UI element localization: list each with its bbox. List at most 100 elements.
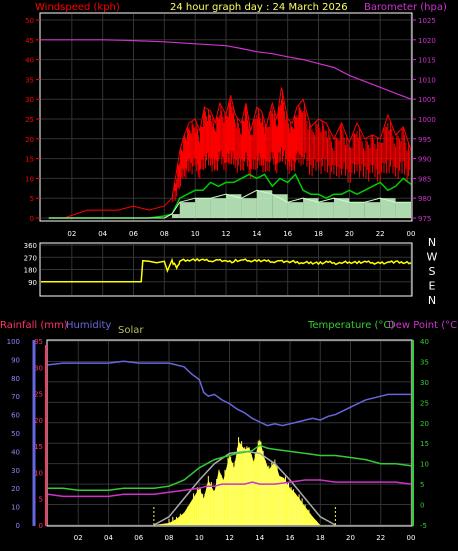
direction-tick-label: 360 xyxy=(24,242,37,250)
wind-low-bar xyxy=(172,214,180,218)
windspeed-line xyxy=(48,87,412,219)
wind-x-tick-label: 10 xyxy=(191,230,200,238)
wind-low-bar xyxy=(256,190,273,218)
lower-x-tick-label: 02 xyxy=(74,534,83,542)
direction-panel-grid xyxy=(41,244,412,295)
lower-x-tick-label: 04 xyxy=(104,534,113,542)
wind-low-bar xyxy=(380,198,396,218)
solar-axis-label: Solar xyxy=(118,325,144,336)
compass-label: N xyxy=(428,294,436,307)
wind-low-bar xyxy=(210,198,226,218)
windspeed-tick-label: 40 xyxy=(25,57,34,65)
barometer-tick-label: 1020 xyxy=(418,37,436,45)
windspeed-axis-ticks: 0 5 10 15 20 25 30 35 40 45 50 xyxy=(25,17,40,223)
dewpoint-line xyxy=(47,479,412,498)
wind-low-bar xyxy=(303,198,319,218)
barometer-tick-label: 1005 xyxy=(418,96,436,104)
wind-x-tick-label: 18 xyxy=(314,230,323,238)
rainfall-tick-label: 15 xyxy=(34,443,43,451)
wind-x-tick-label: 16 xyxy=(283,230,292,238)
direction-axis-ticks: 90 180 270 360 xyxy=(24,242,37,287)
temperature-tick-label: -5 xyxy=(420,522,427,530)
direction-tick-label: 90 xyxy=(28,279,37,287)
rainfall-axis-label: Rainfall (mm) xyxy=(0,320,68,331)
barometer-tick-label: 1010 xyxy=(418,76,436,84)
wind-low-bar xyxy=(241,198,257,218)
rainfall-tick-label: 20 xyxy=(34,417,43,425)
windspeed-tick-label: 45 xyxy=(25,37,34,45)
wind-low-bars xyxy=(172,190,411,218)
humidity-line xyxy=(47,360,411,427)
temperature-line xyxy=(48,444,412,491)
wind-low-bar xyxy=(349,202,365,218)
solar-max-curve xyxy=(153,450,336,526)
windspeed-tick-label: 20 xyxy=(25,136,34,144)
chart-title: 24 hour graph day : 24 March 2026 xyxy=(170,2,348,13)
lower-x-axis-ticks: 02 04 06 08 10 12 14 16 18 20 22 00 xyxy=(74,534,416,542)
rainfall-axis-ticks: 0 5 10 15 20 25 30 35 xyxy=(34,338,43,530)
temperature-tick-label: 35 xyxy=(420,358,429,366)
barometer-tick-label: 995 xyxy=(418,136,431,144)
direction-tick-label: 180 xyxy=(24,267,37,275)
wind-low-bar xyxy=(179,202,196,218)
temperature-tick-label: 5 xyxy=(420,481,424,489)
humidity-tick-label: 0 xyxy=(16,522,20,530)
lower-x-tick-label: 16 xyxy=(286,534,295,542)
compass-label: S xyxy=(429,265,436,278)
windspeed-tick-label: 5 xyxy=(30,195,34,203)
rainfall-tick-label: 5 xyxy=(39,496,43,504)
temperature-tick-label: 0 xyxy=(420,502,424,510)
windspeed-tick-label: 25 xyxy=(25,116,34,124)
lower-x-tick-label: 14 xyxy=(255,534,264,542)
wind-x-tick-label: 04 xyxy=(98,230,107,238)
windspeed-tick-label: 10 xyxy=(25,175,34,183)
humidity-axis-ticks: 0 10 20 30 40 50 60 70 80 90 100 xyxy=(7,338,20,530)
barometer-line xyxy=(41,39,412,100)
lower-x-tick-label: 10 xyxy=(195,534,204,542)
wind-low-bar xyxy=(226,194,242,218)
lower-x-tick-label: 12 xyxy=(225,534,234,542)
wind-direction-line xyxy=(41,257,412,283)
barometer-tick-label: 985 xyxy=(418,175,431,183)
barometer-axis-ticks: 975 980 985 990 995 1000 1005 1010 1015 1020 1025 xyxy=(412,17,436,223)
wind-x-tick-label: 08 xyxy=(160,230,169,238)
wind-x-tick-label: 14 xyxy=(252,230,261,238)
temperature-axis-label: Temperature (°C) xyxy=(307,320,394,331)
temperature-tick-label: 10 xyxy=(420,461,429,469)
lower-x-tick-label: 20 xyxy=(346,534,355,542)
wind-low-line xyxy=(48,189,411,219)
rainfall-tick-label: 35 xyxy=(34,338,43,346)
lower-x-tick-label: 08 xyxy=(165,534,174,542)
humidity-tick-label: 10 xyxy=(11,504,20,512)
barometer-tick-label: 990 xyxy=(418,156,431,164)
humidity-tick-label: 50 xyxy=(11,430,20,438)
compass-label: N xyxy=(428,236,436,249)
barometer-tick-label: 1000 xyxy=(418,116,436,124)
wind-x-tick-label: 12 xyxy=(222,230,231,238)
wind-low-bar xyxy=(395,202,411,218)
windspeed-tick-label: 50 xyxy=(25,17,34,25)
temperature-axis-ticks: -5 0 5 10 15 20 25 30 35 40 xyxy=(420,338,429,530)
temperature-tick-label: 20 xyxy=(420,420,429,428)
wind-x-tick-label: 06 xyxy=(129,230,138,238)
temperature-tick-label: 15 xyxy=(420,440,429,448)
direction-tick-label: 270 xyxy=(24,254,37,262)
solar-bars xyxy=(157,437,317,525)
windspeed-tick-label: 15 xyxy=(25,156,34,164)
wind-low-bar xyxy=(333,198,350,218)
humidity-tick-label: 100 xyxy=(7,338,20,346)
barometer-tick-label: 1025 xyxy=(418,17,436,25)
barometer-tick-label: 975 xyxy=(418,215,431,223)
lower-x-tick-label: 06 xyxy=(134,534,143,542)
windspeed-spikes xyxy=(171,92,411,203)
barometer-axis-label: Barometer (hpa) xyxy=(364,2,447,13)
rainfall-tick-label: 30 xyxy=(34,364,43,372)
rainfall-tick-label: 0 xyxy=(39,522,43,530)
barometer-tick-label: 980 xyxy=(418,195,431,203)
compass-label: W xyxy=(427,251,438,264)
humidity-tick-label: 20 xyxy=(11,485,20,493)
humidity-tick-label: 30 xyxy=(11,467,20,475)
wind-low-bar xyxy=(318,202,334,218)
temperature-tick-label: 30 xyxy=(420,379,429,387)
